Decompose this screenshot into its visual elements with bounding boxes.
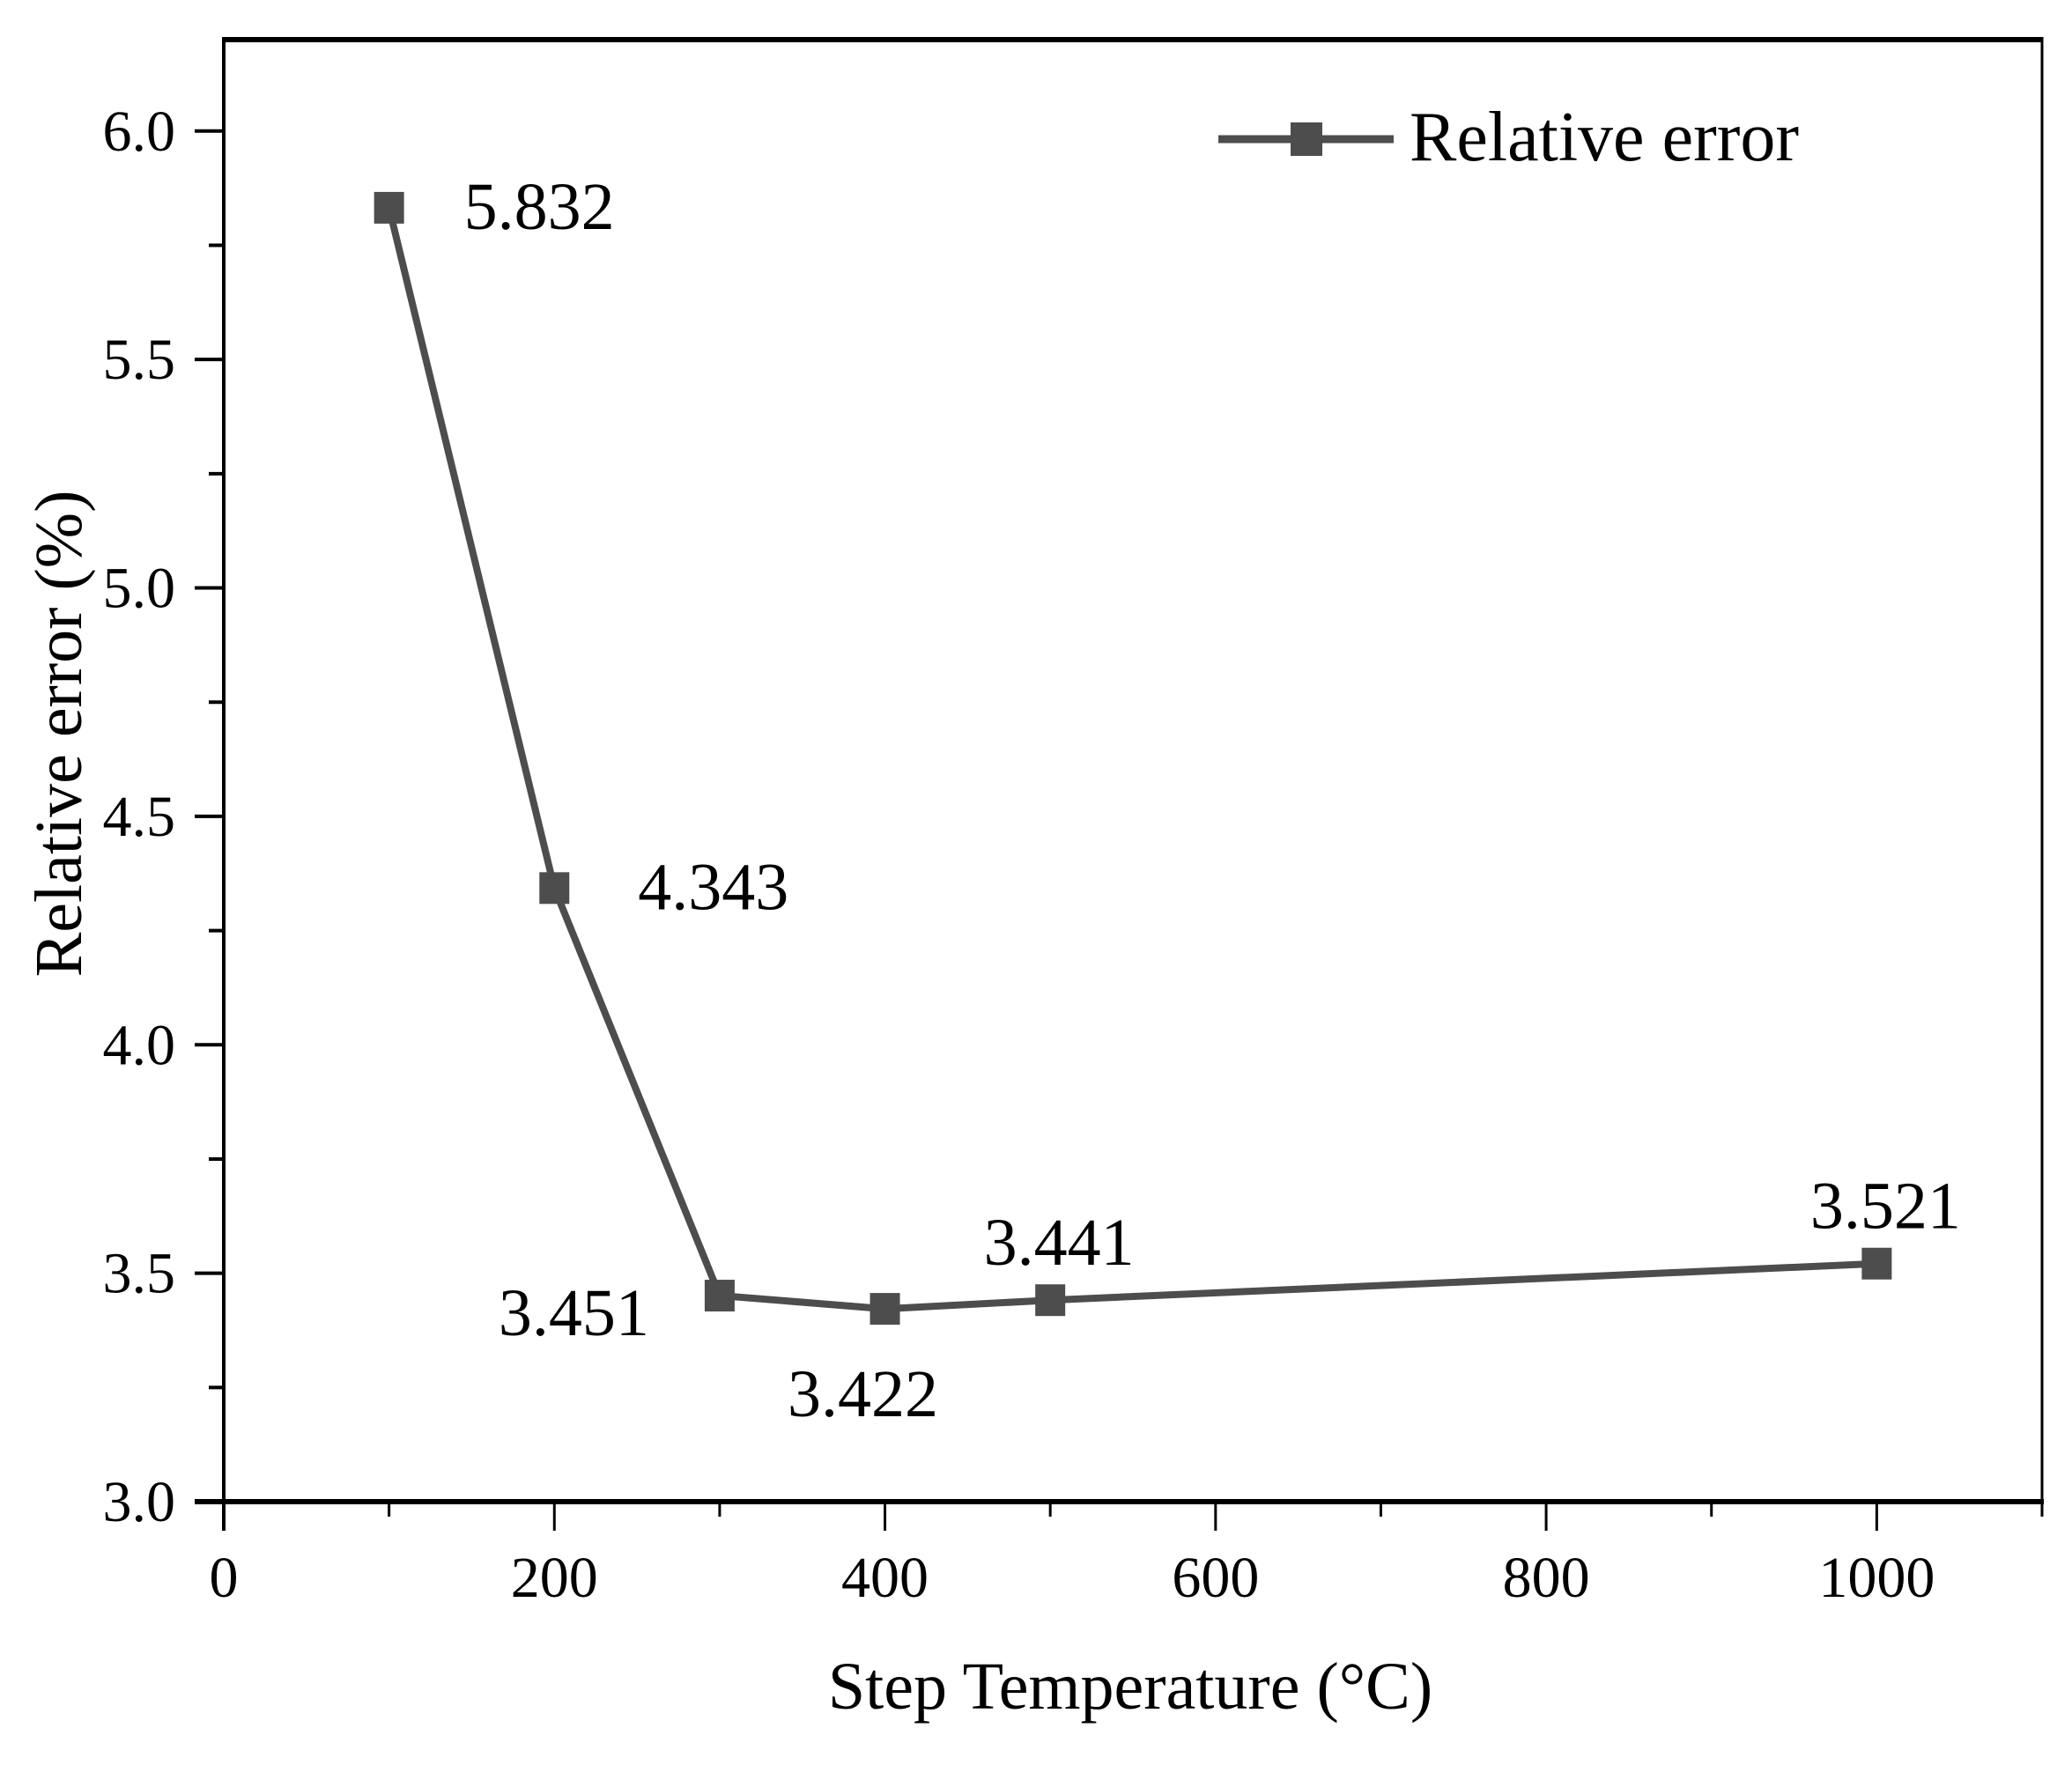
data-labels: 5.832 4.343 3.451 3.422 3.441 3.521 <box>464 170 1961 1431</box>
y-axis-ticks: 3.0 3.5 4.0 4.5 5.0 5.5 6.0 <box>103 100 224 1534</box>
legend: Relative error <box>1218 99 1799 176</box>
square-marker-icon <box>539 872 570 905</box>
y-tick-label: 3.0 <box>103 1470 176 1534</box>
x-tick-label: 1000 <box>1818 1546 1935 1610</box>
legend-label: Relative error <box>1410 99 1799 176</box>
x-tick-label: 600 <box>1172 1546 1259 1610</box>
series-line <box>385 206 1877 1313</box>
x-axis-title: Step Temperature (°C) <box>828 1650 1432 1724</box>
y-tick-label: 4.5 <box>103 785 176 849</box>
square-marker-icon <box>1861 1247 1892 1280</box>
square-marker-icon <box>1035 1284 1066 1317</box>
axes-frame <box>195 37 2044 1531</box>
square-marker-icon <box>374 191 404 224</box>
data-label: 3.441 <box>984 1206 1135 1280</box>
data-label: 3.521 <box>1810 1170 1961 1244</box>
y-tick-label: 5.5 <box>103 328 176 392</box>
y-tick-label: 6.0 <box>103 100 176 164</box>
data-label: 3.451 <box>499 1276 649 1350</box>
y-axis-title: Relative error (%) <box>22 491 96 978</box>
legend-square-marker-icon <box>1291 122 1322 156</box>
data-label: 5.832 <box>464 170 615 244</box>
data-label: 3.422 <box>788 1357 938 1431</box>
y-tick-label: 4.0 <box>103 1013 176 1077</box>
y-tick-label: 3.5 <box>103 1242 176 1306</box>
x-tick-label: 400 <box>841 1546 929 1610</box>
x-tick-label: 800 <box>1503 1546 1590 1610</box>
x-tick-label: 200 <box>511 1546 598 1610</box>
x-tick-label: 0 <box>210 1546 239 1610</box>
data-label: 4.343 <box>638 850 788 924</box>
square-marker-icon <box>704 1280 735 1312</box>
x-axis-ticks: 0 200 400 600 800 1000 <box>210 1502 1935 1610</box>
square-marker-icon <box>870 1293 900 1326</box>
y-tick-label: 5.0 <box>103 557 176 621</box>
data-series <box>374 191 1892 1326</box>
